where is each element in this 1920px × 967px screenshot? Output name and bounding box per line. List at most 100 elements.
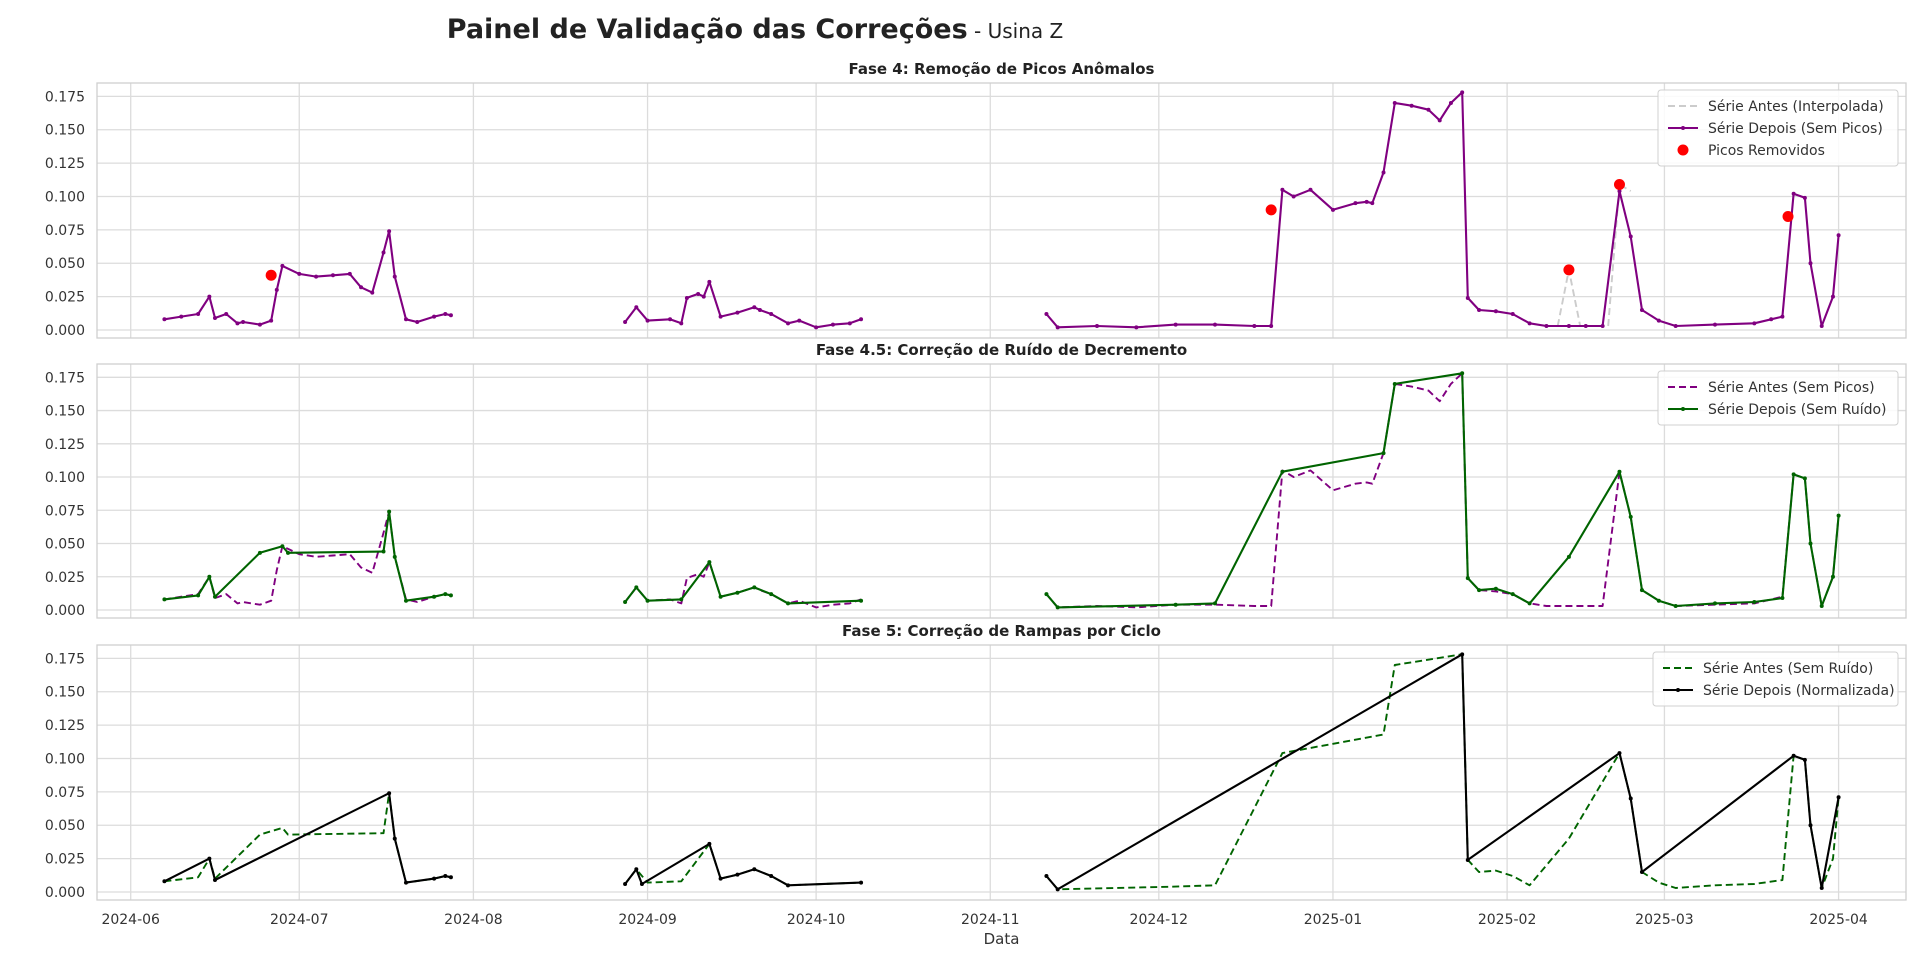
panel-title: Fase 4.5: Correção de Ruído de Decrement…: [816, 341, 1187, 359]
series-marker: [752, 867, 757, 872]
removed-peak-point: [1265, 204, 1277, 216]
legend-label: Série Antes (Sem Picos): [1708, 380, 1875, 396]
series-line: [624, 561, 862, 605]
series: [164, 653, 1840, 891]
y-tick-label: 0.000: [45, 603, 85, 619]
series-marker: [707, 279, 712, 284]
removed-peak-point: [1613, 178, 1625, 190]
series-marker: [269, 318, 274, 323]
y-tick-label: 0.075: [45, 503, 85, 519]
panel-title: Fase 4: Remoção de Picos Anômalos: [848, 60, 1154, 78]
axes-frame: [96, 644, 1907, 901]
series-marker: [701, 294, 706, 299]
series-marker: [443, 311, 448, 316]
y-tick-label: 0.000: [45, 323, 85, 339]
series-marker: [1566, 323, 1571, 328]
series-marker: [1639, 307, 1644, 312]
series-marker: [1836, 233, 1841, 238]
legend-label: Série Depois (Sem Picos): [1708, 121, 1883, 137]
series-marker: [1639, 869, 1644, 874]
series-line: [624, 842, 862, 887]
series-marker: [645, 598, 650, 603]
series-marker: [1808, 823, 1813, 828]
series-marker: [735, 310, 740, 315]
series-marker: [257, 322, 262, 327]
series-marker: [1252, 323, 1257, 328]
series-marker: [1465, 576, 1470, 581]
legend-label: Série Antes (Interpolada): [1708, 99, 1884, 115]
series-marker: [623, 319, 628, 324]
series-line: [163, 792, 452, 884]
series-marker: [1134, 325, 1139, 330]
series-marker: [1493, 586, 1498, 591]
series-marker: [403, 880, 408, 885]
series-marker: [1392, 381, 1397, 386]
series: [162, 90, 1841, 330]
legend-marker: [1677, 144, 1689, 156]
series-marker: [235, 321, 240, 326]
series-marker: [1055, 887, 1060, 892]
legend: Série Antes (Sem Picos) Série Depois (Sem…: [1657, 370, 1899, 426]
series-marker: [1656, 598, 1661, 603]
removed-peak-point: [1563, 264, 1575, 276]
y-tick-label: 0.050: [45, 256, 85, 272]
series-marker: [752, 585, 757, 590]
series-marker: [179, 314, 184, 319]
series-marker: [847, 321, 852, 326]
series-marker: [347, 271, 352, 276]
series-marker: [1791, 472, 1796, 477]
series: [1556, 183, 1632, 327]
series-line: [1045, 372, 1840, 609]
y-tick-label: 0.175: [45, 89, 85, 105]
series-line: [1045, 653, 1840, 891]
legend-box: [1657, 370, 1899, 426]
series-marker: [707, 841, 712, 846]
series-marker: [162, 879, 167, 884]
series-marker: [1364, 199, 1369, 204]
series-marker: [1566, 554, 1571, 559]
series-marker: [387, 229, 392, 234]
series-marker: [1791, 191, 1796, 196]
series-marker: [359, 285, 364, 290]
series-marker: [1836, 513, 1841, 518]
series-marker: [1055, 325, 1060, 330]
series-marker: [392, 554, 397, 559]
series-marker: [207, 574, 212, 579]
series-line: [1607, 183, 1632, 327]
y-tick-label: 0.175: [45, 370, 85, 386]
figure-title-main: Painel de Validação das Correções: [446, 14, 968, 45]
series-marker: [634, 305, 639, 310]
y-tick-label: 0.025: [45, 570, 85, 586]
panel-3: 0.000 0.025 0.050 0.075 0.100 0.125 0.150 0.175…: [45, 622, 1907, 948]
series-marker: [432, 876, 437, 881]
series-marker: [1437, 118, 1442, 123]
series-marker: [859, 598, 864, 603]
series-marker: [274, 287, 279, 292]
series-marker: [443, 873, 448, 878]
legend-marker: [1681, 407, 1685, 411]
series-marker: [1291, 194, 1296, 199]
series-marker: [1510, 311, 1515, 316]
series-marker: [1044, 592, 1049, 597]
series-marker: [752, 305, 757, 310]
legend-marker: [1676, 688, 1680, 692]
removed-peak-point: [1782, 211, 1794, 223]
series-marker: [1370, 201, 1375, 206]
removed-peak-point: [265, 269, 277, 281]
series-marker: [212, 315, 217, 320]
y-tick-label: 0.125: [45, 437, 85, 453]
series-marker: [814, 325, 819, 330]
series-marker: [1527, 321, 1532, 326]
series: [162, 652, 1841, 892]
series-marker: [707, 560, 712, 565]
series-marker: [1628, 514, 1633, 519]
series-marker: [257, 550, 262, 555]
series-marker: [1173, 602, 1178, 607]
panel-1: 0.000 0.025 0.050 0.075 0.100 0.125 0.150 0.175…: [45, 60, 1907, 339]
legend-marker: [1681, 126, 1685, 130]
series-marker: [1493, 309, 1498, 314]
series-marker: [381, 250, 386, 255]
series-marker: [1269, 323, 1274, 328]
series-marker: [1392, 101, 1397, 106]
